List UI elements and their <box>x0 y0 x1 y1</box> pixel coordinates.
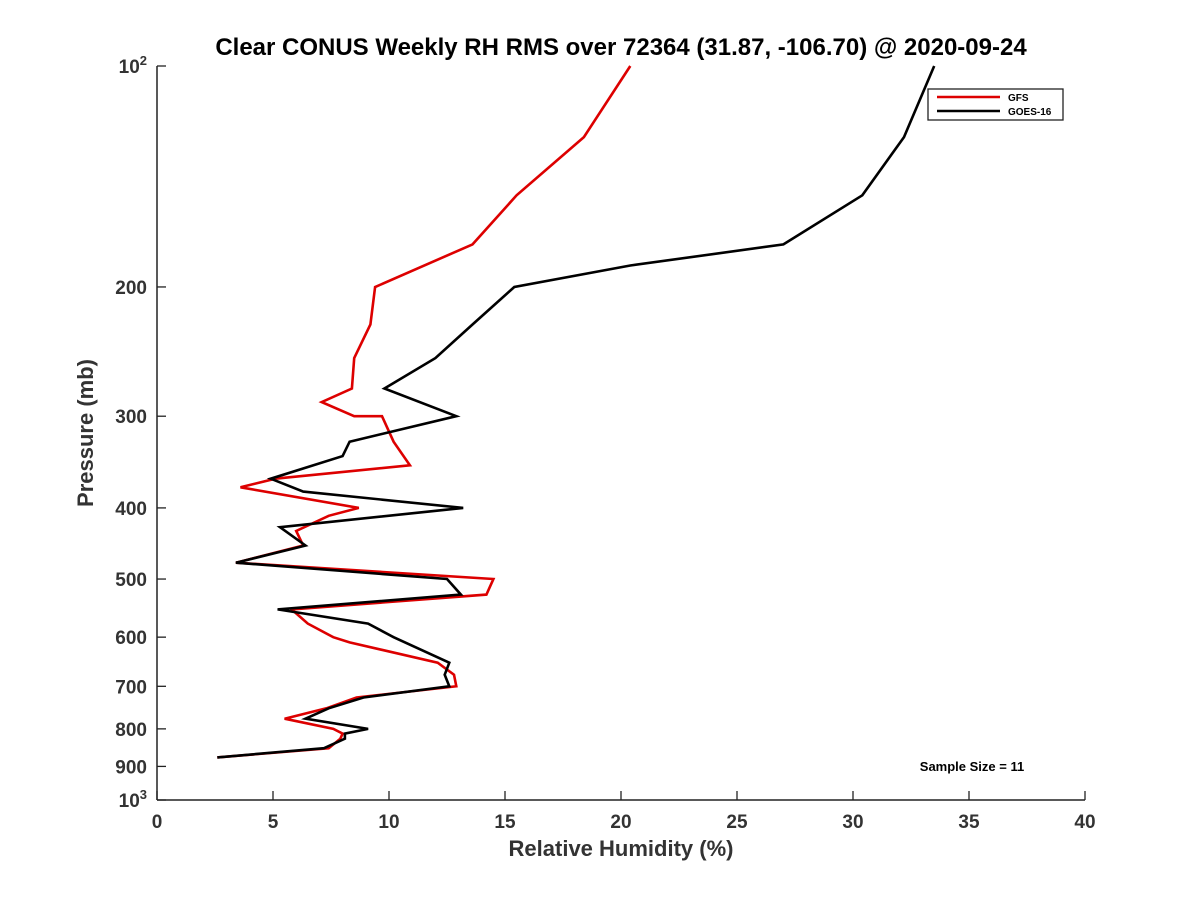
y-tick-label: 102 <box>119 53 147 78</box>
series-line-goes-16 <box>217 65 936 759</box>
x-tick-label: 0 <box>152 812 163 833</box>
x-tick-label: 25 <box>726 812 748 833</box>
x-tick-label: 30 <box>842 812 863 833</box>
y-tick-label: 800 <box>115 720 147 741</box>
y-tick-label: 500 <box>115 570 147 591</box>
y-tick-label: 700 <box>115 677 147 698</box>
legend-label: GFS <box>1008 93 1029 104</box>
y-axis-label: Pressure (mb) <box>73 359 98 507</box>
y-tick-label: 600 <box>115 628 147 649</box>
y-axis-ticks: 102 200 300 400 500 600 700 800 900 103 <box>115 53 166 812</box>
x-tick-label: 15 <box>494 812 516 833</box>
series-line-gfs <box>217 65 632 759</box>
x-tick-label: 5 <box>268 812 279 833</box>
legend-box <box>927 88 1064 121</box>
legend-label: GOES-16 <box>1008 107 1052 118</box>
sample-size-annotation: Sample Size = 11 <box>920 759 1024 774</box>
x-axis-ticks: 0 5 10 15 20 25 30 35 40 <box>152 791 1096 833</box>
y-tick-label: 900 <box>115 757 147 778</box>
y-tick-label: 103 <box>119 787 147 812</box>
chart-title: Clear CONUS Weekly RH RMS over 72364 (31… <box>215 34 1027 61</box>
y-tick-label: 300 <box>115 407 147 428</box>
x-tick-label: 40 <box>1074 812 1095 833</box>
x-axis-label: Relative Humidity (%) <box>509 836 734 861</box>
series-lines <box>217 65 936 759</box>
legend: GFS GOES-16 <box>927 88 1064 121</box>
x-tick-label: 35 <box>958 812 980 833</box>
x-tick-label: 10 <box>378 812 399 833</box>
y-tick-label: 200 <box>115 278 147 299</box>
plot-area <box>156 66 1085 801</box>
x-tick-label: 20 <box>610 812 631 833</box>
y-tick-label: 400 <box>115 499 147 520</box>
